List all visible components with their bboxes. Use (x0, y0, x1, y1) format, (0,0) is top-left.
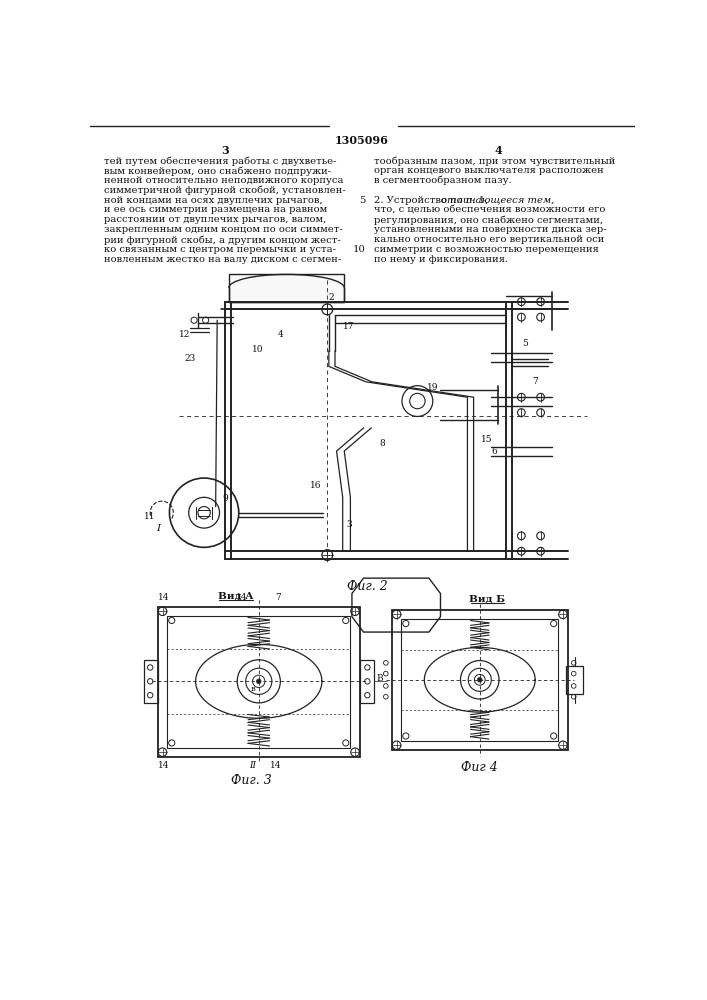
Text: установленными на поверхности диска зер-: установленными на поверхности диска зер- (373, 225, 606, 234)
Text: Вид А: Вид А (218, 591, 254, 600)
Text: в: в (250, 685, 255, 693)
Text: отличающееся тем,: отличающееся тем, (441, 196, 554, 205)
Bar (392, 610, 568, 750)
Text: 7: 7 (532, 377, 538, 386)
Circle shape (477, 677, 482, 682)
Text: 12: 12 (179, 330, 191, 339)
Text: 3: 3 (221, 145, 229, 156)
Text: в сегментообразном пазу.: в сегментообразном пазу. (373, 176, 511, 185)
Text: новленным жестко на валу диском с сегмен-: новленным жестко на валу диском с сегмен… (104, 255, 341, 264)
Text: расстоянии от двуплечих рычагов, валом,: расстоянии от двуплечих рычагов, валом, (104, 215, 327, 224)
Text: 17: 17 (343, 322, 355, 331)
Text: 5: 5 (359, 196, 366, 205)
Text: тообразным пазом, при этом чувствительный: тообразным пазом, при этом чувствительны… (373, 156, 615, 166)
Text: 9: 9 (223, 494, 228, 503)
Text: 5: 5 (522, 339, 528, 348)
Text: 10: 10 (353, 245, 366, 254)
Text: В: В (377, 674, 383, 683)
Text: тей путем обеспечения работы с двухветье-: тей путем обеспечения работы с двухветье… (104, 156, 337, 166)
Text: II: II (249, 761, 256, 770)
Text: 15: 15 (481, 435, 493, 444)
Text: Вид Б: Вид Б (469, 594, 506, 603)
Bar (360, 660, 373, 703)
Text: ко связанным с центром перемычки и уста-: ко связанным с центром перемычки и уста- (104, 245, 336, 254)
Text: симметрии с возможностью перемещения: симметрии с возможностью перемещения (373, 245, 598, 254)
Text: 16: 16 (310, 481, 322, 490)
Text: 8: 8 (380, 439, 385, 448)
Text: регулирования, оно снабжено сегментами,: регулирования, оно снабжено сегментами, (373, 215, 602, 225)
Text: 1305096: 1305096 (335, 135, 389, 146)
Text: 14: 14 (270, 761, 281, 770)
Text: 2: 2 (328, 293, 334, 302)
Text: 2. Устройство по п. 1,: 2. Устройство по п. 1, (373, 196, 491, 205)
Text: вым конвейером, оно снабжено подпружи-: вым конвейером, оно снабжено подпружи- (104, 166, 331, 176)
Bar (229, 274, 344, 302)
Text: что, с целью обеспечения возможности его: что, с целью обеспечения возможности его (373, 205, 605, 214)
Text: 6: 6 (491, 447, 497, 456)
Text: по нему и фиксирования.: по нему и фиксирования. (373, 255, 508, 264)
Bar (402, 619, 559, 741)
Text: 23: 23 (185, 354, 196, 363)
Text: 4: 4 (494, 145, 502, 156)
Text: 14: 14 (158, 593, 170, 602)
Circle shape (257, 679, 261, 684)
Bar (158, 607, 360, 757)
Text: и ее ось симметрии размещена на равном: и ее ось симметрии размещена на равном (104, 205, 327, 214)
Text: кально относительно его вертикальной оси: кально относительно его вертикальной оси (373, 235, 604, 244)
Bar (167, 616, 351, 748)
Text: I: I (156, 524, 160, 533)
Text: симметричной фигурной скобой, установлен-: симметричной фигурной скобой, установлен… (104, 186, 346, 195)
Text: 14: 14 (158, 761, 170, 770)
Text: ненной относительно неподвижного корпуса: ненной относительно неподвижного корпуса (104, 176, 344, 185)
Text: 19: 19 (427, 383, 438, 392)
Text: 3: 3 (346, 520, 351, 529)
Text: рии фигурной скобы, а другим концом жест-: рии фигурной скобы, а другим концом жест… (104, 235, 341, 245)
Text: 4: 4 (279, 330, 284, 339)
Text: 10: 10 (252, 345, 264, 354)
Text: ной концами на осях двуплечих рычагов,: ной концами на осях двуплечих рычагов, (104, 196, 322, 205)
Text: 7: 7 (275, 593, 281, 602)
Bar (566, 666, 583, 694)
Bar (144, 660, 158, 703)
Text: орган концевого выключателя расположен: орган концевого выключателя расположен (373, 166, 603, 175)
Text: закрепленным одним концом по оси симмет-: закрепленным одним концом по оси симмет- (104, 225, 343, 234)
Text: 14: 14 (236, 593, 247, 602)
Text: Фиг. 2: Фиг. 2 (347, 580, 387, 593)
Text: Фиг. 3: Фиг. 3 (230, 774, 271, 787)
Text: Фиг 4: Фиг 4 (462, 761, 498, 774)
Text: 11: 11 (144, 512, 156, 521)
